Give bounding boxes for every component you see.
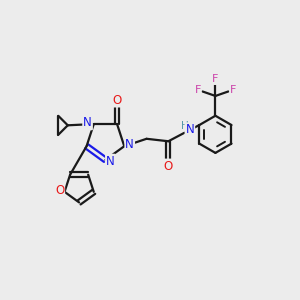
- Text: N: N: [106, 154, 115, 168]
- Text: N: N: [185, 123, 194, 136]
- Text: F: F: [212, 74, 219, 84]
- Text: F: F: [230, 85, 236, 95]
- Text: F: F: [194, 85, 201, 95]
- Text: H: H: [181, 121, 189, 131]
- Text: O: O: [164, 160, 173, 172]
- Text: N: N: [83, 116, 92, 129]
- Text: N: N: [125, 138, 134, 151]
- Text: O: O: [55, 184, 64, 197]
- Text: O: O: [112, 94, 122, 106]
